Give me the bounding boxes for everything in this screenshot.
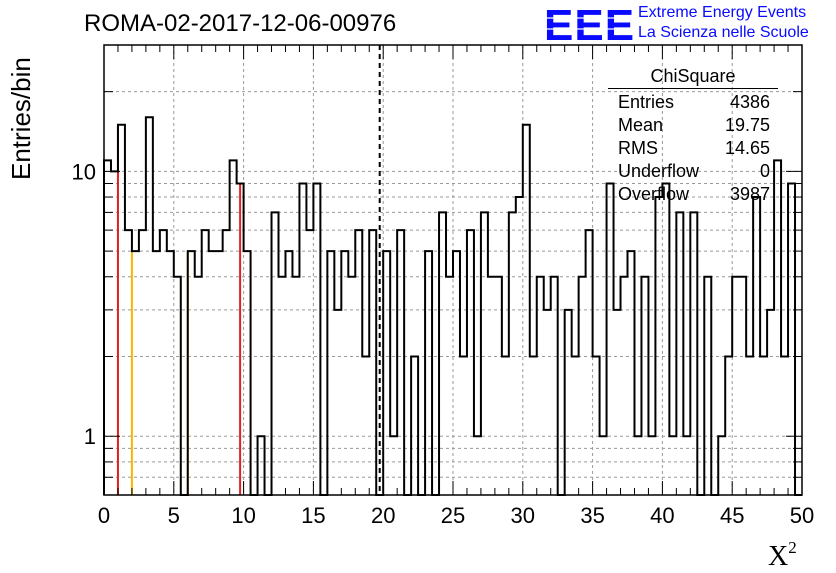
eee-logo-text: EEE — [544, 4, 635, 44]
histogram-outline — [103, 116, 802, 496]
x-tick-label: 10 — [231, 503, 255, 528]
stat-label: Entries — [618, 92, 675, 112]
y-tick-label: 10 — [72, 159, 96, 184]
y-tick-label: 1 — [84, 424, 96, 449]
x-axis-label-base: X — [768, 541, 789, 572]
x-tick-label: 25 — [441, 503, 465, 528]
stats-row-overflow: Overflow 3987 — [608, 183, 778, 206]
x-axis-label-sup: 2 — [788, 538, 797, 557]
x-tick-label: 50 — [790, 503, 814, 528]
stats-row-rms: RMS 14.65 — [608, 137, 778, 160]
plot-title: ROMA-02-2017-12-06-00976 — [84, 10, 397, 37]
stat-label: RMS — [618, 138, 658, 158]
x-tick-label: 45 — [720, 503, 744, 528]
stats-row-entries: Entries 4386 — [608, 91, 778, 114]
stat-value: 14.65 — [724, 138, 770, 158]
stat-label: Overflow — [618, 184, 690, 204]
eee-logo: EEE — [542, 4, 642, 44]
stat-label: Mean — [618, 115, 664, 135]
axis-ticks: 0 5 10 15 20 25 30 35 40 45 50 1 10 — [72, 45, 814, 528]
stat-value: 4386 — [729, 92, 770, 112]
x-tick-label: 30 — [511, 503, 535, 528]
stats-box: ChiSquare Entries 4386 Mean 19.75 RMS 14.65… — [608, 66, 778, 206]
stats-row-underflow: Underflow 0 — [608, 160, 778, 183]
stats-title: ChiSquare — [608, 66, 778, 89]
stat-value: 3987 — [729, 184, 770, 204]
x-tick-label: 40 — [650, 503, 674, 528]
x-tick-label: 0 — [98, 503, 110, 528]
logo-caption-line1: Extreme Energy Events — [638, 4, 807, 21]
stat-value: 19.75 — [724, 115, 770, 135]
y-axis-label: Entries/bin — [6, 57, 36, 180]
x-tick-label: 5 — [168, 503, 180, 528]
logo-caption-line2: La Scienza nelle Scuole — [638, 24, 809, 41]
stat-label: Underflow — [618, 161, 700, 181]
x-tick-label: 35 — [580, 503, 604, 528]
stats-row-mean: Mean 19.75 — [608, 114, 778, 137]
grid — [104, 45, 802, 495]
histogram-series — [103, 116, 802, 496]
stat-value: 0 — [759, 161, 770, 181]
x-tick-label: 15 — [301, 503, 325, 528]
x-tick-label: 20 — [371, 503, 395, 528]
x-axis-label: X2 — [768, 538, 797, 573]
